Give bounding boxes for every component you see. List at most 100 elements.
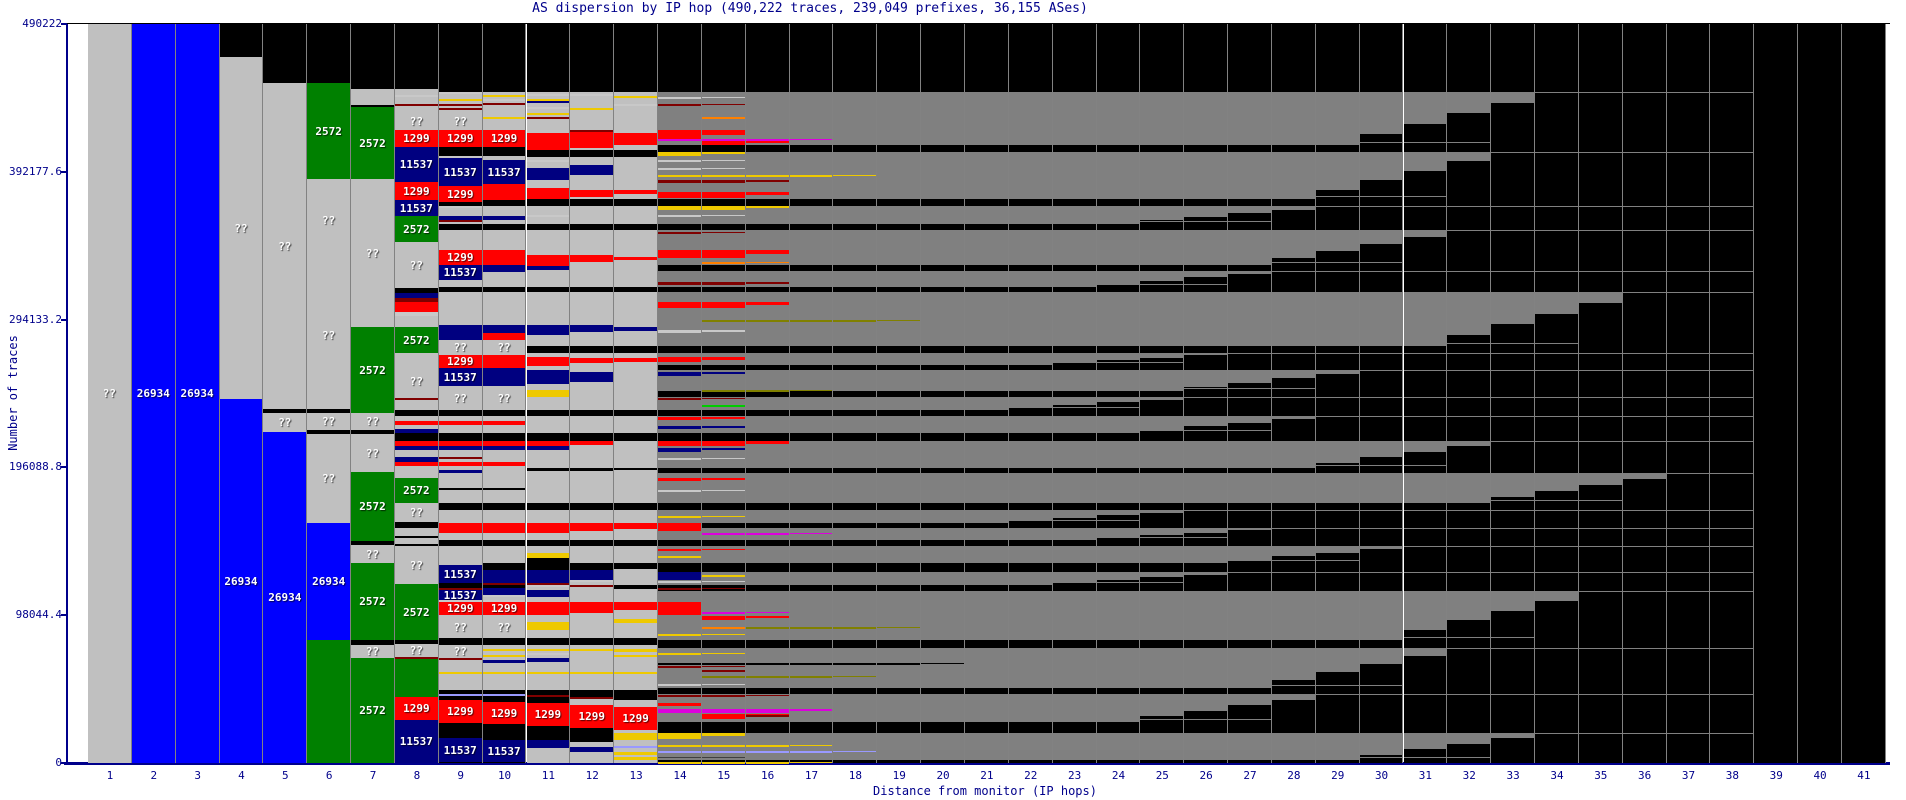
- as-segment: ??: [307, 413, 351, 430]
- as-segment: [526, 103, 570, 107]
- as-label: ??: [453, 645, 467, 658]
- as-segment: [921, 397, 964, 410]
- as-segment: [745, 262, 789, 264]
- as-segment: [701, 533, 745, 535]
- as-segment: [526, 217, 570, 224]
- as-segment: [1491, 637, 1535, 638]
- as-segment: [658, 490, 701, 492]
- x-tick-label: 40: [1813, 769, 1827, 782]
- as-segment: [1228, 292, 1271, 346]
- as-segment: [1710, 441, 1754, 443]
- as-segment: [614, 540, 658, 546]
- as-segment: ??: [263, 83, 307, 409]
- as-label: 1299: [446, 187, 474, 201]
- as-segment: [789, 271, 833, 287]
- as-segment: [307, 409, 351, 413]
- as-segment: [526, 570, 570, 583]
- hop-column: [1096, 24, 1141, 763]
- as-segment: [1052, 370, 1096, 391]
- as-segment: [1403, 510, 1447, 512]
- as-label: ??: [453, 114, 467, 128]
- as-segment: [394, 429, 438, 433]
- as-segment: [1096, 572, 1140, 580]
- as-segment: [833, 591, 877, 640]
- as-segment: [1535, 694, 1578, 696]
- as-segment: [701, 398, 745, 400]
- hop-column: [1578, 24, 1623, 763]
- as-label: 2572: [403, 605, 430, 619]
- as-segment: [877, 230, 921, 265]
- as-segment: [658, 516, 701, 518]
- as-segment: [701, 390, 745, 392]
- as-segment: [1578, 92, 1622, 94]
- as-segment: [438, 206, 482, 208]
- as-segment: [1666, 733, 1710, 735]
- as-segment: [1622, 397, 1666, 399]
- as-label: ??: [322, 329, 336, 342]
- as-segment: [394, 302, 438, 312]
- as-segment: [877, 320, 921, 322]
- as-segment: [570, 292, 614, 325]
- as-segment: [570, 197, 614, 199]
- as-segment: [614, 327, 658, 331]
- as-segment: [438, 156, 482, 158]
- as-segment: [658, 684, 701, 686]
- x-tick-label: 1: [106, 769, 114, 782]
- as-segment: 1299: [438, 602, 482, 615]
- as-segment: [1535, 343, 1578, 344]
- as-segment: [745, 271, 789, 287]
- as-segment: [1184, 441, 1228, 468]
- as-segment: [482, 147, 526, 156]
- as-segment: [833, 292, 877, 346]
- as-segment: [833, 663, 877, 665]
- as-segment: [1491, 343, 1535, 344]
- as-segment: [570, 471, 614, 503]
- hop-column: 26934: [131, 24, 176, 763]
- as-segment: [614, 468, 658, 470]
- as-segment: [1140, 591, 1184, 640]
- as-segment: [965, 648, 1008, 688]
- as-segment: [482, 368, 526, 386]
- as-segment: [438, 615, 482, 617]
- as-segment: [1271, 572, 1315, 574]
- as-segment: [1052, 292, 1096, 346]
- as-label: 1299: [403, 132, 430, 145]
- as-segment: [570, 416, 614, 433]
- as-label: 2572: [359, 136, 386, 150]
- as-segment: [1403, 757, 1447, 758]
- as-label: ??: [497, 341, 511, 354]
- as-segment: [570, 358, 614, 363]
- as-segment: [1315, 353, 1359, 355]
- as-segment: [1184, 546, 1228, 563]
- as-segment: [1315, 528, 1359, 530]
- as-segment: 11537: [438, 368, 482, 386]
- as-segment: [482, 657, 526, 660]
- as-segment: [1535, 353, 1578, 355]
- as-segment: [745, 139, 789, 141]
- as-segment: [526, 587, 570, 590]
- as-segment: [526, 255, 570, 266]
- hop-column: [1228, 24, 1272, 763]
- as-segment: [1184, 733, 1228, 760]
- as-segment: [1403, 292, 1447, 346]
- as-segment: [1096, 733, 1140, 760]
- as-segment: [526, 390, 570, 397]
- as-segment: [745, 370, 789, 391]
- as-segment: [1578, 591, 1622, 593]
- as-segment: [394, 421, 438, 425]
- as-segment: 11537: [438, 738, 482, 762]
- as-segment: [658, 441, 701, 446]
- as-segment: [658, 168, 701, 170]
- as-segment: [570, 346, 614, 353]
- as-segment: [526, 748, 570, 763]
- as-segment: [482, 220, 526, 224]
- as-segment: [394, 538, 438, 544]
- as-segment: [1578, 152, 1622, 154]
- as-segment: [965, 510, 1008, 523]
- hop-column: [1798, 24, 1842, 763]
- as-segment: [965, 441, 1008, 468]
- as-segment: [658, 230, 701, 265]
- as-segment: [614, 133, 658, 145]
- as-segment: [1184, 648, 1228, 688]
- as-segment: [877, 572, 921, 585]
